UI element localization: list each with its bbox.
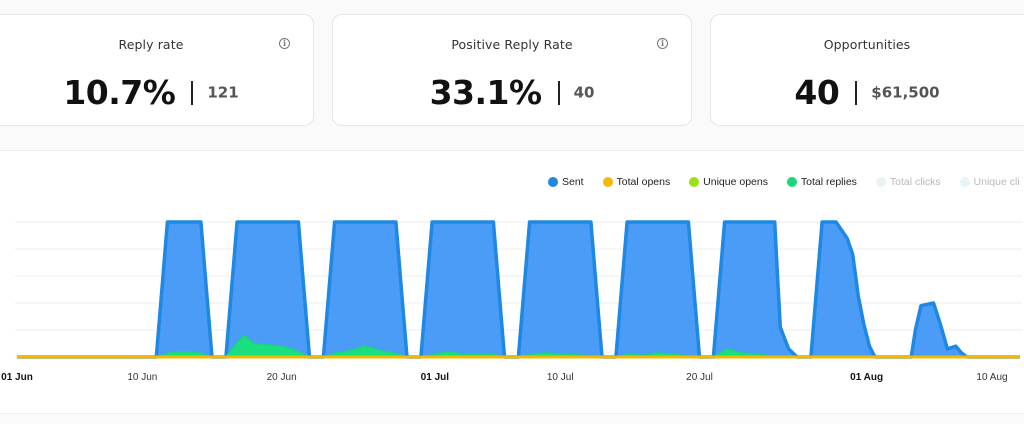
legend-label: Total opens [616,176,671,189]
line-sent[interactable] [17,220,1020,359]
divider [557,80,560,105]
card-value: 33.1% [429,73,543,112]
card-label: Positive Reply Rate [451,37,573,52]
legend-item-total-opens[interactable]: Total opens [602,176,671,189]
chart-legend: Sent Total opens Unique opens Total repl… [548,176,1024,192]
line-total-replies[interactable] [17,334,1020,358]
area-total-replies [17,335,1020,357]
legend-dot [602,177,613,188]
info-icon[interactable]: i [657,38,668,49]
legend-item-total-clicks[interactable]: Total clicks [875,176,941,189]
x-tick-label: 01 Aug [850,372,883,383]
legend-item-unique-opens[interactable]: Unique opens [689,176,768,188]
legend-dot [875,177,886,188]
opportunities-card: Opportunities 40 $61,500 [710,14,1024,126]
legend-dot [959,177,970,188]
reply-rate-card: Reply rate i 10.7% 121 [0,14,314,126]
area-sent [17,222,1020,357]
card-secondary: $61,500 [871,83,940,102]
x-tick-label: 10 Jul [547,372,574,383]
legend-dot [548,177,558,188]
x-tick-label: 10 Aug [976,372,1007,383]
divider [191,80,194,105]
legend-label: Total replies [800,176,857,189]
series-areas [17,220,1020,359]
card-value-row: 40 $61,500 [711,73,1023,112]
card-value-row: 10.7% 121 [0,73,313,112]
legend-dot [786,177,797,188]
card-label: Reply rate [118,37,184,52]
x-tick-label: 20 Jun [267,372,297,383]
card-secondary: 40 [573,83,595,102]
x-tick-label: 10 Jun [127,372,157,383]
x-tick-label: 20 Jul [686,372,713,383]
card-value: 40 [794,73,840,112]
legend-label: Unique opens [703,176,768,189]
legend-item-unique-clicks[interactable]: Unique cli [959,176,1020,189]
legend-item-sent[interactable]: Sent [548,176,584,188]
x-axis-ticks: 01 Jun 10 Jun 20 Jun 01 Jul 10 Jul 20 Jul 01 A… [1,372,1007,383]
legend-label: Unique cli [973,176,1020,189]
legend-label: Total clicks [889,176,941,189]
divider [855,80,858,105]
legend-item-total-replies[interactable]: Total replies [786,176,857,189]
card-label: Opportunities [823,37,911,52]
card-secondary: 121 [207,83,239,102]
card-value: 10.7% [63,73,176,112]
legend-dot [689,177,700,188]
x-tick-label: 01 Jun [1,372,33,383]
info-icon[interactable]: i [279,38,290,49]
x-tick-label: 01 Jul [421,372,450,383]
positive-reply-rate-card: Positive Reply Rate i 33.1% 40 [332,14,692,126]
legend-label: Sent [562,176,584,189]
card-value-row: 33.1% 40 [333,73,691,112]
